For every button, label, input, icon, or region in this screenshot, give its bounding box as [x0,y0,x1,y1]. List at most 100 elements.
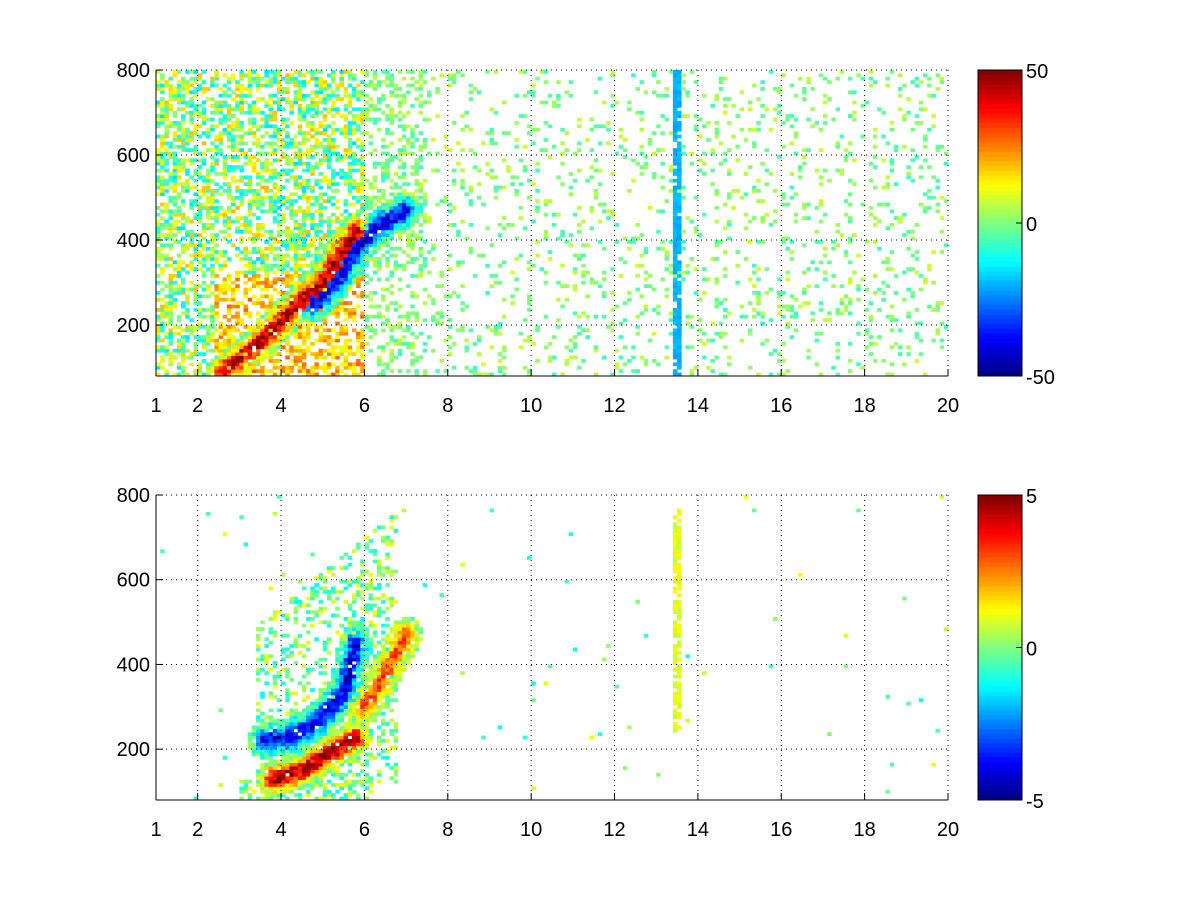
heatmap-cell [360,243,365,248]
heatmap-cell [872,274,878,278]
colorbar-step [978,127,1022,133]
heatmap-cell [677,318,682,322]
heatmap-cell [864,345,870,350]
heatmap-cell [256,701,261,706]
heatmap-cell [856,362,861,367]
heatmap-cell [318,219,324,224]
heatmap-cell [668,311,674,316]
heatmap-cell [243,131,249,135]
heatmap-cell [218,345,224,350]
heatmap-cell [727,236,732,241]
heatmap-cell [360,70,365,74]
heatmap-cell [335,297,340,302]
heatmap-cell [318,365,324,370]
heatmap-cell [397,325,403,329]
heatmap-cell [281,138,286,142]
heatmap-cell [677,359,682,363]
heatmap-cell [927,304,932,309]
heatmap-cell [351,131,357,135]
heatmap-cell [818,199,824,203]
heatmap-cell [372,83,378,88]
heatmap-cell [243,274,249,278]
heatmap-cell [156,338,161,343]
heatmap-cell [389,199,394,203]
heatmap-cell [322,175,328,180]
heatmap-cell [360,250,365,254]
heatmap-cell [268,189,274,193]
heatmap-cell [310,243,315,248]
heatmap-cell [256,355,261,360]
heatmap-cell [176,90,182,95]
heatmap-cell [297,80,303,84]
heatmap-cell [214,70,219,74]
heatmap-cell [226,144,232,149]
heatmap-cell [343,134,349,139]
heatmap-cell [214,100,219,105]
heatmap-cell [906,97,911,101]
heatmap-cell [206,223,211,227]
heatmap-cell [322,206,328,210]
heatmap-cell [389,355,394,360]
heatmap-cell [777,372,782,377]
heatmap-cell [439,73,445,78]
heatmap-cell [935,148,941,152]
heatmap-cell [743,226,749,231]
heatmap-cell [677,87,682,91]
heatmap-cell [310,121,315,125]
heatmap-cell [414,202,420,207]
heatmap-cell [193,284,199,288]
heatmap-cell [168,280,174,285]
heatmap-cell [426,216,432,220]
heatmap-cell [935,185,941,190]
heatmap-cell [260,735,265,740]
heatmap-cell [201,223,207,227]
heatmap-cell [802,148,807,152]
heatmap-cell [331,352,336,356]
heatmap-cell [268,735,274,740]
heatmap-cell [418,144,424,149]
heatmap-cell [176,274,182,278]
heatmap-cell [939,250,945,254]
heatmap-cell [268,308,274,312]
heatmap-cell [802,97,807,101]
heatmap-cell [589,117,595,122]
heatmap-cell [593,280,599,285]
heatmap-cell [210,223,215,227]
heatmap-cell [197,195,203,200]
heatmap-cell [306,161,311,166]
x-tick-label: 12 [603,395,625,417]
heatmap-cell [422,301,428,305]
heatmap-cell [172,291,178,295]
heatmap-cell [326,348,332,353]
heatmap-cell [256,80,261,84]
heatmap-cell [768,127,774,132]
heatmap-cell [397,104,403,108]
heatmap-cell [322,263,328,268]
heatmap-cell [231,328,236,333]
heatmap-cell [331,301,336,305]
heatmap-cell [160,267,165,271]
heatmap-cell [356,117,361,122]
heatmap-cell [256,284,261,288]
heatmap-cell [201,141,207,146]
heatmap-cell [301,294,307,299]
heatmap-cell [181,246,186,251]
heatmap-cell [752,314,757,319]
heatmap-cell [231,158,236,163]
heatmap-cell [381,219,386,224]
heatmap-cell [168,284,174,288]
heatmap-cell [276,70,282,74]
heatmap-cell [214,219,219,224]
heatmap-cell [385,229,390,234]
heatmap-cell [610,308,615,312]
heatmap-cell [331,236,336,241]
heatmap-cell [351,311,357,316]
heatmap-cell [381,165,386,169]
heatmap-cell [843,212,849,217]
heatmap-cell [264,715,269,720]
heatmap-cell [364,114,369,118]
heatmap-cell [331,328,336,333]
heatmap-cell [910,80,916,84]
heatmap-cell [677,355,682,360]
heatmap-cell [351,365,357,370]
